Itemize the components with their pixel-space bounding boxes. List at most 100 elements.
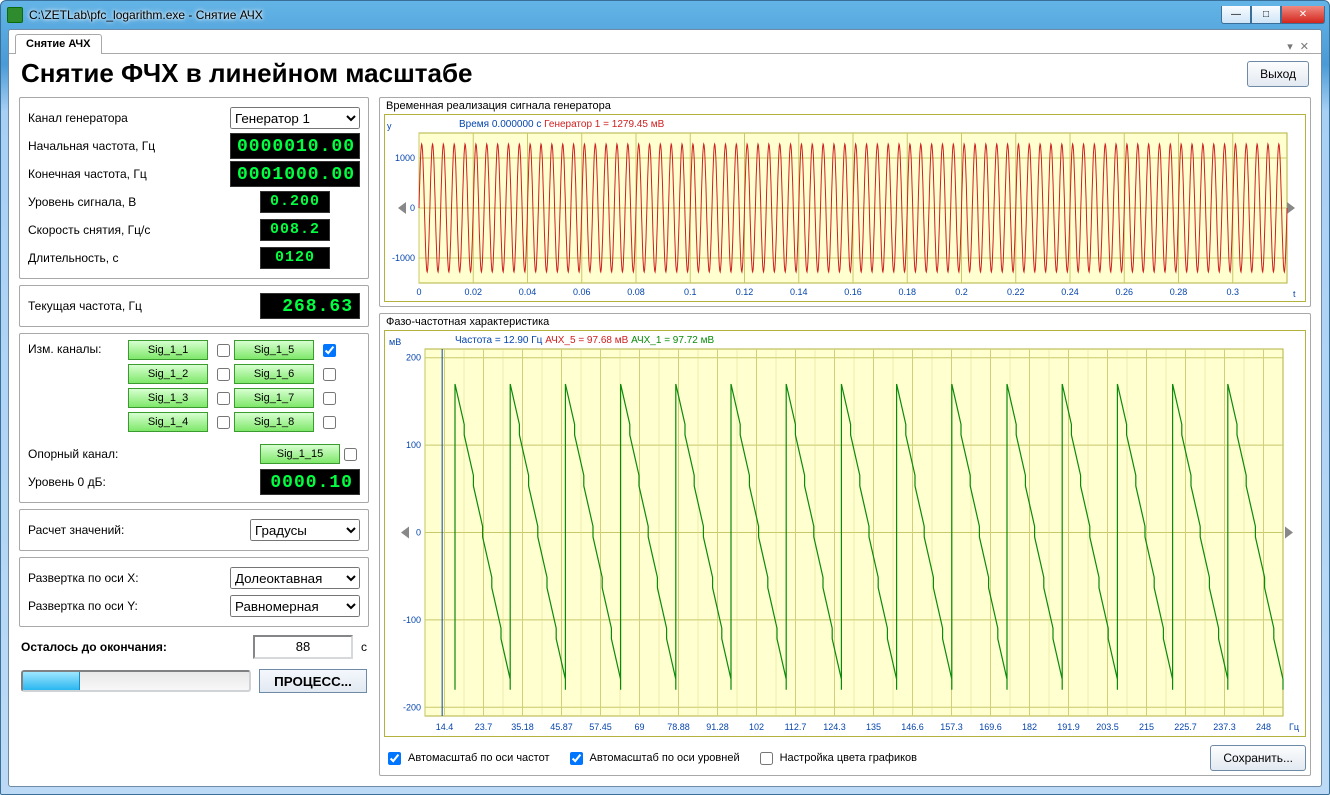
gen-channel-select[interactable]: Генератор 1 [230,107,360,129]
maximize-button[interactable]: □ [1251,6,1281,24]
close-button[interactable]: ✕ [1281,6,1325,24]
autoscale-x-checkbox[interactable]: Автомасштаб по оси частот [384,749,550,768]
save-button[interactable]: Сохранить... [1210,745,1306,771]
channel-checkbox[interactable] [217,344,230,357]
svg-text:0: 0 [416,528,421,538]
speed-label: Скорость снятия, Гц/с [28,223,230,237]
svg-text:248: 248 [1256,722,1271,732]
svg-text:0.2: 0.2 [955,287,968,297]
titlebar: C:\ZETLab\pfc_logarithm.exe - Снятие АЧХ… [1,1,1329,29]
svg-text:Частота = 12.90 Гц АЧХ_5 = 9: Частота = 12.90 Гц АЧХ_5 = 97.68 мВ АЧХ_… [455,335,714,346]
channel-checkbox[interactable] [217,392,230,405]
svg-text:191.9: 191.9 [1057,722,1080,732]
svg-text:203.5: 203.5 [1096,722,1119,732]
svg-text:146.6: 146.6 [901,722,924,732]
window-frame: C:\ZETLab\pfc_logarithm.exe - Снятие АЧХ… [0,0,1330,795]
svg-text:0.1: 0.1 [684,287,697,297]
level-label: Уровень сигнала, В [28,195,230,209]
refchan-checkbox[interactable] [344,448,357,461]
client-area: Снятие АЧХ ▾ ✕ Снятие ФЧХ в линейном мас… [8,29,1322,787]
refchan-button[interactable]: Sig_1_15 [260,444,340,464]
sweep-y-label: Развертка по оси Y: [28,599,230,613]
svg-text:102: 102 [749,722,764,732]
colors-checkbox[interactable]: Настройка цвета графиков [756,749,917,768]
svg-text:0.26: 0.26 [1115,287,1133,297]
channel-checkbox[interactable] [217,416,230,429]
exit-button[interactable]: Выход [1247,61,1309,87]
svg-text:225.7: 225.7 [1174,722,1197,732]
tab-bar: Снятие АЧХ ▾ ✕ [9,30,1321,54]
tabbar-tools[interactable]: ▾ ✕ [1287,40,1315,53]
channels-panel: Изм. каналы: Sig_1_1 Sig_1_5 Sig_1_2 Sig_1_… [19,333,369,503]
channel-button[interactable]: Sig_1_3 [128,388,208,408]
fstart-display[interactable]: 0000010.00 [230,133,360,159]
svg-text:0.3: 0.3 [1226,287,1239,297]
svg-text:23.7: 23.7 [475,722,493,732]
channel-button[interactable]: Sig_1_5 [234,340,314,360]
dur-display[interactable]: 0120 [260,247,330,269]
svg-text:0.28: 0.28 [1170,287,1188,297]
zerolvl-display[interactable]: 0000.10 [260,469,360,495]
phase-chart[interactable]: -200-100010020014.423.735.1845.8757.4569… [384,330,1306,737]
svg-text:y: y [387,121,392,131]
tab-main[interactable]: Снятие АЧХ [15,34,102,54]
speed-display[interactable]: 008.2 [260,219,330,241]
minimize-button[interactable]: — [1221,6,1251,24]
svg-text:57.45: 57.45 [589,722,612,732]
svg-text:0.06: 0.06 [573,287,591,297]
page-title: Снятие ФЧХ в линейном масштабе [21,58,472,89]
svg-text:1000: 1000 [395,153,415,163]
phase-chart-panel: Фазо-частотная характеристика -200-10001… [379,313,1311,776]
svg-text:0: 0 [416,287,421,297]
phase-chart-title: Фазо-частотная характеристика [380,314,1310,330]
svg-text:0.08: 0.08 [627,287,645,297]
remaining-value: 88 [253,635,353,659]
remaining-row: Осталось до окончания: 88 с [19,633,369,661]
svg-text:0.18: 0.18 [898,287,916,297]
process-button[interactable]: ПРОЦЕСС... [259,669,367,693]
svg-text:157.3: 157.3 [940,722,963,732]
remaining-unit: с [361,640,367,654]
channel-checkbox[interactable] [217,368,230,381]
sweep-panel: Развертка по оси X: Долеоктавная Разверт… [19,557,369,627]
fend-display[interactable]: 0001000.00 [230,161,360,187]
svg-text:Время 0.000000 с Генератор 1: Время 0.000000 с Генератор 1 = 1279.45 м… [459,119,665,130]
svg-text:0.04: 0.04 [519,287,537,297]
svg-text:14.4: 14.4 [436,722,454,732]
svg-text:-100: -100 [403,615,421,625]
refchan-label: Опорный канал: [28,447,260,461]
channel-checkbox[interactable] [323,344,336,357]
svg-text:-1000: -1000 [392,253,415,263]
currentfreq-panel: Текущая частота, Гц 268.63 [19,285,369,327]
channel-checkbox[interactable] [323,368,336,381]
time-chart-panel: Временная реализация сигнала генератора … [379,97,1311,307]
progress-bar [21,670,251,692]
autoscale-y-checkbox[interactable]: Автомасштаб по оси уровней [566,749,740,768]
channel-button[interactable]: Sig_1_7 [234,388,314,408]
svg-text:0.24: 0.24 [1061,287,1079,297]
svg-text:182: 182 [1022,722,1037,732]
time-chart-title: Временная реализация сигнала генератора [380,98,1310,114]
sweep-x-select[interactable]: Долеоктавная [230,567,360,589]
calc-panel: Расчет значений: Градусы [19,509,369,551]
channel-button[interactable]: Sig_1_2 [128,364,208,384]
gen-channel-label: Канал генератора [28,111,230,125]
channel-button[interactable]: Sig_1_4 [128,412,208,432]
dur-label: Длительность, с [28,251,230,265]
channel-button[interactable]: Sig_1_8 [234,412,314,432]
sweep-y-select[interactable]: Равномерная [230,595,360,617]
time-chart[interactable]: 00.020.040.060.080.10.120.140.160.180.20… [384,114,1306,302]
channel-button[interactable]: Sig_1_1 [128,340,208,360]
window-title: C:\ZETLab\pfc_logarithm.exe - Снятие АЧХ [29,8,1221,22]
svg-text:0.14: 0.14 [790,287,808,297]
calc-select[interactable]: Градусы [250,519,360,541]
svg-text:69: 69 [634,722,644,732]
channel-checkbox[interactable] [323,392,336,405]
svg-text:91.28: 91.28 [706,722,729,732]
fstart-label: Начальная частота, Гц [28,139,230,153]
level-display[interactable]: 0.200 [260,191,330,213]
svg-text:мВ: мВ [389,337,401,347]
channels-label: Изм. каналы: [28,340,120,356]
channel-checkbox[interactable] [323,416,336,429]
channel-button[interactable]: Sig_1_6 [234,364,314,384]
